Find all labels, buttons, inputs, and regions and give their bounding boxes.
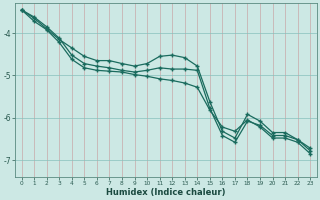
X-axis label: Humidex (Indice chaleur): Humidex (Indice chaleur) <box>106 188 226 197</box>
